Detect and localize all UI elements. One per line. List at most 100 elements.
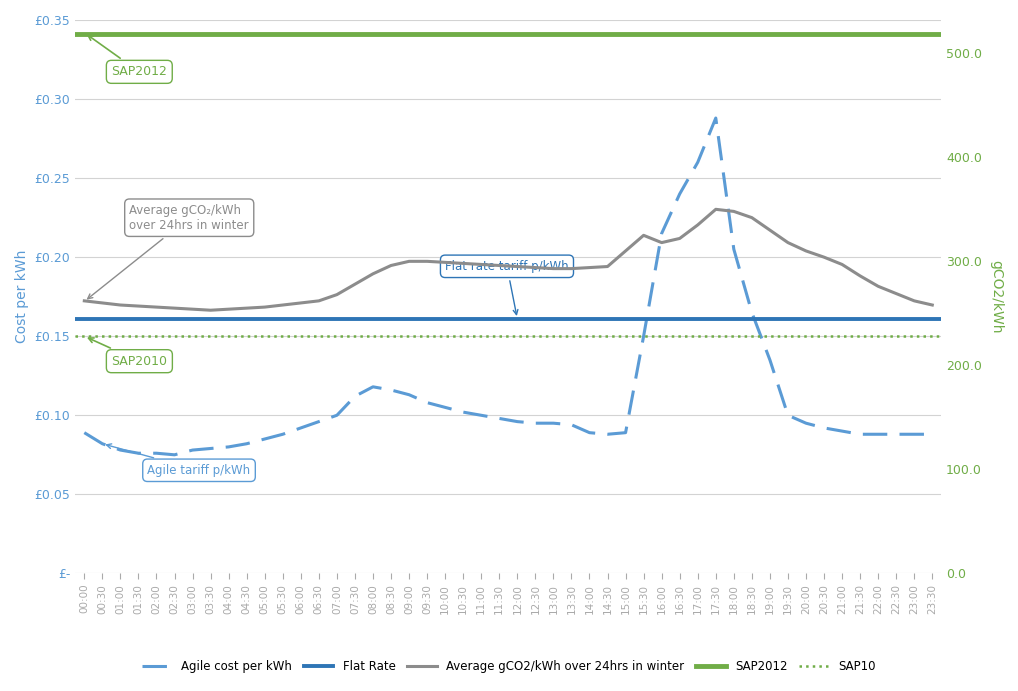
Agile cost per kWh [511,417,523,426]
Average gCO2/kWh over 24hrs in winter [331,290,343,299]
Agile cost per kWh [602,430,614,438]
Average gCO2/kWh over 24hrs in winter [349,280,361,288]
Average gCO2/kWh over 24hrs in winter [223,305,235,313]
Average gCO2/kWh over 24hrs in winter [385,261,397,269]
Agile cost per kWh [800,419,812,427]
Average gCO2/kWh over 24hrs in winter [78,296,91,305]
Average gCO2/kWh over 24hrs in winter [132,302,145,310]
Average gCO2/kWh over 24hrs in winter [475,261,488,269]
Agile cost per kWh [186,446,199,454]
Average gCO2/kWh over 24hrs in winter [97,299,109,307]
Average gCO2/kWh over 24hrs in winter [890,290,902,298]
Average gCO2/kWh over 24hrs in winter [854,272,866,280]
Agile cost per kWh [908,430,920,438]
Average gCO2/kWh over 24hrs in winter [728,207,740,216]
Agile cost per kWh [620,428,632,437]
Agile cost per kWh [836,427,848,435]
Average gCO2/kWh over 24hrs in winter [674,234,686,243]
Average gCO2/kWh over 24hrs in winter [602,263,614,271]
Agile cost per kWh [872,430,885,438]
Average gCO2/kWh over 24hrs in winter [259,303,271,311]
Average gCO2/kWh over 24hrs in winter [421,257,434,265]
Average gCO2/kWh over 24hrs in winter [205,306,217,314]
Average gCO2/kWh over 24hrs in winter [926,301,939,309]
Agile cost per kWh [926,430,939,438]
Y-axis label: Cost per kWh: Cost per kWh [15,250,29,343]
Agile cost per kWh [294,424,306,432]
Agile cost per kWh [710,114,722,122]
Text: SAP2012: SAP2012 [89,35,167,78]
Legend: Agile cost per kWh, Flat Rate, Average gCO2/kWh over 24hrs in winter, SAP2012, S: Agile cost per kWh, Flat Rate, Average g… [137,656,881,678]
Text: Flat rate tariff p/kWh: Flat rate tariff p/kWh [445,260,569,314]
Agile cost per kWh [114,446,126,454]
Average gCO2/kWh over 24hrs in winter [583,263,596,272]
Agile cost per kWh [746,308,758,316]
Text: Average gCO₂/kWh
over 24hrs in winter: Average gCO₂/kWh over 24hrs in winter [88,204,249,299]
Agile cost per kWh [439,404,451,412]
Average gCO2/kWh over 24hrs in winter [277,301,289,309]
Agile cost per kWh [421,399,434,407]
Average gCO2/kWh over 24hrs in winter [782,238,794,247]
Average gCO2/kWh over 24hrs in winter [872,282,885,290]
Agile cost per kWh [205,444,217,453]
Agile cost per kWh [259,435,271,443]
Flat Rate [97,314,109,323]
Average gCO2/kWh over 24hrs in winter [908,296,920,305]
Agile cost per kWh [782,411,794,419]
Average gCO2/kWh over 24hrs in winter [511,263,523,271]
Average gCO2/kWh over 24hrs in winter [439,258,451,267]
Agile cost per kWh [854,430,866,438]
Agile cost per kWh [637,332,649,341]
Agile cost per kWh [223,443,235,451]
Average gCO2/kWh over 24hrs in winter [240,304,252,312]
Average gCO2/kWh over 24hrs in winter [457,259,469,267]
Y-axis label: gCO2/kWh: gCO2/kWh [989,260,1003,334]
Agile cost per kWh [349,392,361,401]
Average gCO2/kWh over 24hrs in winter [637,231,649,240]
Agile cost per kWh [132,449,145,457]
Average gCO2/kWh over 24hrs in winter [620,247,632,255]
Average gCO2/kWh over 24hrs in winter [710,205,722,214]
SAP2012 [97,30,109,38]
Line: Average gCO2/kWh over 24hrs in winter: Average gCO2/kWh over 24hrs in winter [84,209,932,310]
Agile cost per kWh [691,158,703,167]
Agile cost per kWh [385,386,397,394]
Agile cost per kWh [457,408,469,416]
Agile cost per kWh [97,439,109,448]
Average gCO2/kWh over 24hrs in winter [817,253,830,261]
Flat Rate [78,314,91,323]
Agile cost per kWh [656,229,668,238]
Average gCO2/kWh over 24hrs in winter [168,304,180,312]
Average gCO2/kWh over 24hrs in winter [294,299,306,307]
Average gCO2/kWh over 24hrs in winter [548,265,560,273]
SAP10 [78,332,91,341]
Average gCO2/kWh over 24hrs in winter [313,296,325,305]
Agile cost per kWh [493,415,505,423]
Average gCO2/kWh over 24hrs in winter [746,214,758,222]
Average gCO2/kWh over 24hrs in winter [366,269,379,278]
Average gCO2/kWh over 24hrs in winter [764,226,776,234]
Agile cost per kWh [151,449,163,457]
Agile cost per kWh [475,411,488,419]
Agile cost per kWh [529,419,542,427]
Average gCO2/kWh over 24hrs in winter [529,263,542,272]
Agile cost per kWh [277,430,289,438]
Agile cost per kWh [403,390,415,399]
SAP10 [97,332,109,341]
Agile cost per kWh [817,424,830,432]
Agile cost per kWh [331,411,343,419]
Agile cost per kWh [548,419,560,427]
Agile cost per kWh [890,430,902,438]
Average gCO2/kWh over 24hrs in winter [565,265,577,273]
Average gCO2/kWh over 24hrs in winter [403,257,415,265]
Average gCO2/kWh over 24hrs in winter [151,303,163,311]
Text: Agile tariff p/kWh: Agile tariff p/kWh [107,444,250,477]
Average gCO2/kWh over 24hrs in winter [114,301,126,309]
Average gCO2/kWh over 24hrs in winter [493,261,505,269]
Average gCO2/kWh over 24hrs in winter [186,305,199,313]
SAP2012 [78,30,91,38]
Agile cost per kWh [366,383,379,391]
Agile cost per kWh [313,417,325,426]
Agile cost per kWh [583,428,596,437]
Agile cost per kWh [78,428,91,437]
